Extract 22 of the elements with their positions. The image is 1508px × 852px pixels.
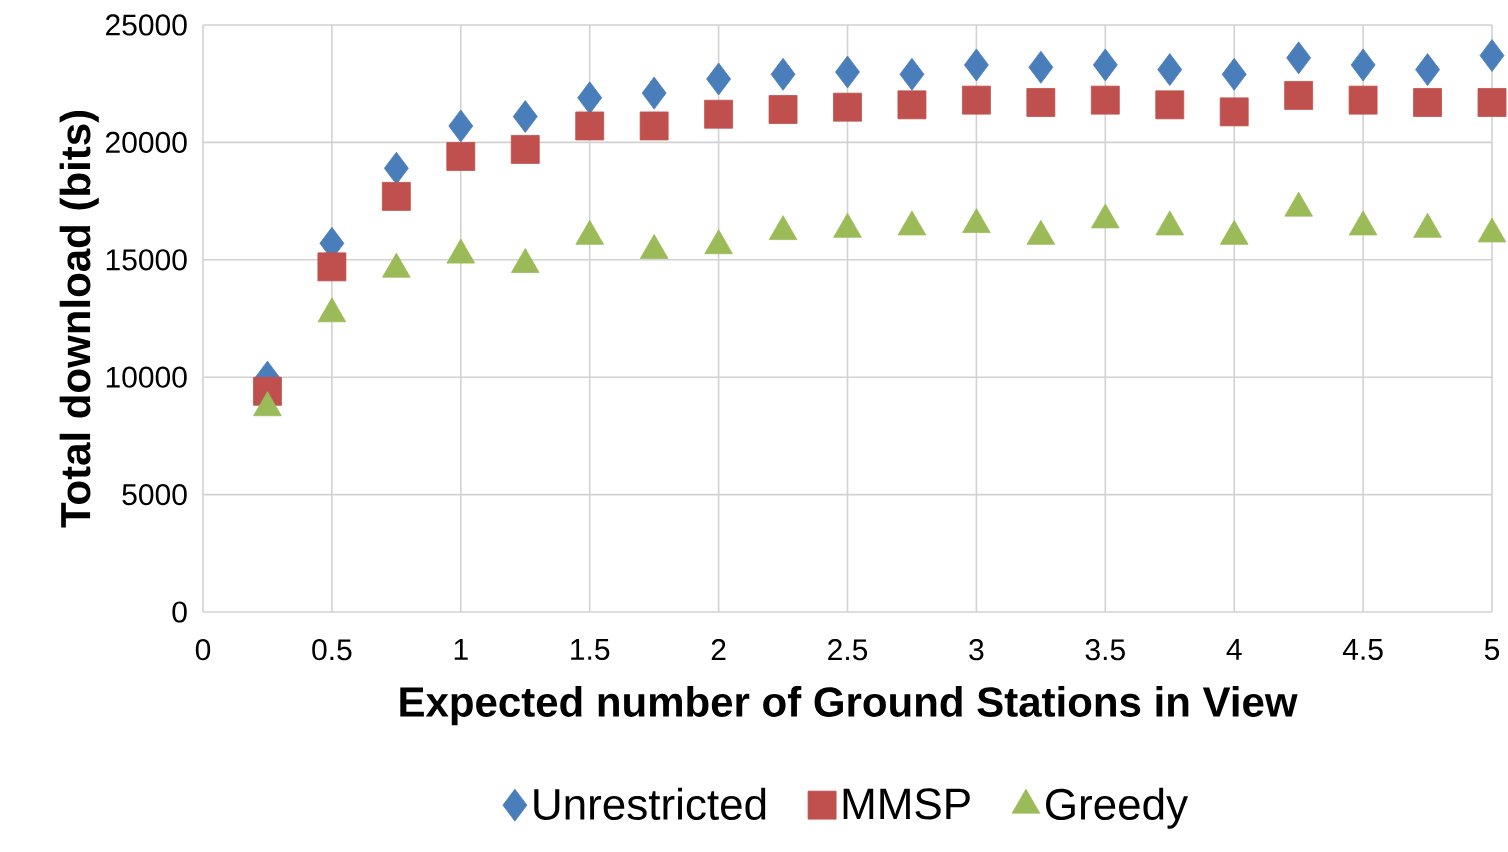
x-axis-title: Expected number of Ground Stations in View: [400, 686, 1298, 726]
y-tick-label: 25000: [106, 14, 187, 36]
y-tick-label: 5000: [122, 483, 187, 506]
x-tick-label: 1: [454, 639, 468, 660]
x-tick-label: 3.5: [1085, 639, 1125, 661]
x-tick-label: 4.5: [1342, 639, 1383, 660]
legend-label: Greedy: [1046, 787, 1188, 829]
x-tick-label: 2: [711, 639, 726, 661]
x-tick-label: 1.5: [571, 639, 610, 660]
y-tick-label: 10000: [106, 366, 187, 388]
y-axis-title: Total download (bits): [59, 110, 99, 528]
x-tick-label: 3: [969, 639, 984, 661]
x-tick-label: 4: [1226, 639, 1242, 660]
legend-label: MMSP: [843, 788, 970, 820]
y-tick-label: 15000: [106, 249, 187, 271]
x-tick-label: 0.5: [312, 639, 352, 661]
y-tick-label: 20000: [106, 131, 187, 154]
y-tick-label: 0: [172, 601, 187, 623]
legend-label: Unrestricted: [534, 787, 766, 821]
x-tick-label: 0: [195, 639, 211, 661]
x-tick-label: 2.5: [828, 639, 868, 661]
x-tick-label: 5: [1484, 639, 1500, 660]
